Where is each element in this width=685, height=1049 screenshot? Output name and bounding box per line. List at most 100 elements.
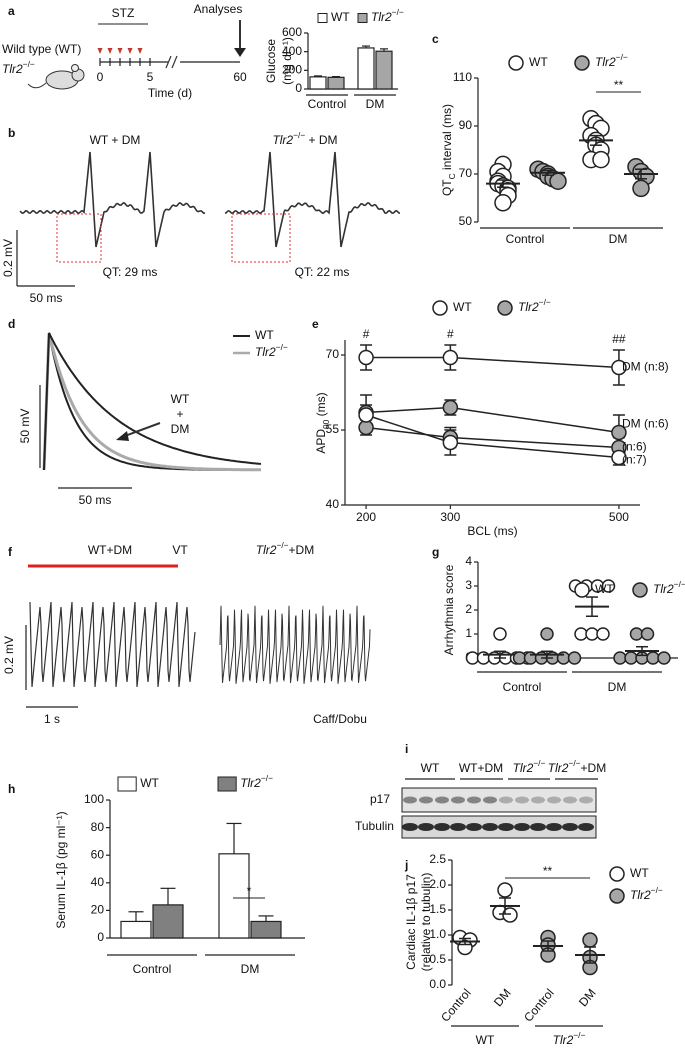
y-tick-label: 200 [282,63,302,77]
series-line [366,356,619,369]
legend-swatch [317,13,328,23]
qt-box [231,213,291,263]
y-tick-label: 0 [97,930,104,944]
bar [375,50,393,90]
panel-letter: i [405,742,408,756]
annotation-arrowhead [116,431,129,441]
series-label: DM (n:8) [622,360,669,374]
y-axis-label: Arrhythmia score [442,564,456,655]
band [563,796,577,804]
bar [327,76,345,90]
time-tick-label: 60 [233,70,247,84]
y-tick-label: 2.5 [429,852,446,866]
y-axis-label-part: C [447,173,457,179]
significance-label: ** [543,864,553,878]
data-point [358,407,374,423]
data-point [494,194,512,212]
category-label: Control [308,97,347,111]
panel-letter: f [8,545,13,559]
category-label: DM [609,232,628,246]
lane-label: WT+DM [459,761,503,775]
significance-mark: ## [612,332,626,346]
legend-marker [609,866,625,882]
band [530,823,546,831]
error-bar [160,887,176,905]
injection [107,48,113,54]
data-point [358,349,374,366]
scale-label: 50 mV [18,409,32,444]
trace-label: Tlr2−/− + DM [272,130,337,147]
ecg-trace [224,151,401,248]
category-label: DM [241,962,260,976]
scale-label: 50 ms [30,291,63,305]
legend-marker [497,300,513,316]
data-point [497,882,513,898]
data-point [442,349,459,366]
legend-swatch [217,776,237,792]
legend-marker [632,582,648,598]
injection [117,48,123,54]
band [531,796,545,804]
legend-marker [574,582,590,598]
panel-letter: e [312,317,319,331]
data-point [582,932,598,948]
ap-trace [42,332,261,472]
y-tick-label: 1.0 [429,927,446,941]
qt-box [56,213,102,263]
trace-label: Tlr2−/−+DM [256,540,314,557]
trace-label: WT+DM [88,543,132,557]
bar [309,76,327,90]
legend-label: WT [595,582,614,596]
legend-label: Tlr2−/− [240,773,273,790]
panel-letter: a [8,4,15,18]
x-tick-label: 500 [609,510,629,524]
bar [357,47,375,90]
trace-label: WT + DM [90,133,141,147]
data-point [502,907,518,923]
data-point [646,651,660,665]
legend-swatch [357,13,368,23]
band [482,823,498,831]
band [562,823,578,831]
y-tick-label: 400 [282,44,302,58]
scale-label: 0.2 mV [1,239,15,277]
y-axis-label-part: interval (ms) [440,104,454,173]
legend-label: WT [331,10,350,24]
ecg-trace [19,151,206,248]
band [403,796,417,804]
bar [152,904,184,939]
band [547,796,561,804]
scale-label: 1 s [44,712,60,726]
legend-label: Tlr2−/− [255,342,288,359]
data-point [657,651,671,665]
data-point [567,651,582,665]
group-label: WT [476,1033,495,1047]
data-point [442,399,459,416]
data-point [613,651,627,665]
panel-letter: d [8,317,15,331]
lane-label: Tlr2−/− [513,758,546,775]
y-tick-label: 0.5 [429,952,446,966]
significance-label: * [247,884,252,898]
y-axis-label: (mg dl⁻¹) [280,37,294,85]
y-tick-label: 100 [84,792,104,806]
series-line [365,414,619,459]
ap-trace [43,332,262,471]
y-axis-label-part: 90 [321,419,331,429]
y-tick-label: 1 [465,626,472,640]
category-label: Control [133,962,172,976]
y-tick-label: 2.0 [429,877,446,891]
legend-label: Tlr2−/− [371,7,404,24]
data-point [632,179,650,198]
legend-label: WT [140,776,159,790]
band [402,823,418,831]
x-tick-label: 300 [440,510,460,524]
category-label: Control [521,986,557,1025]
panel-letter: c [432,32,439,46]
group-label: Tlr2−/− [553,1030,586,1047]
annotation: + [176,407,183,421]
category-label: DM [576,986,599,1009]
injection [137,48,143,54]
band [546,823,562,831]
y-axis-label: (relative to tubulin) [419,873,433,972]
